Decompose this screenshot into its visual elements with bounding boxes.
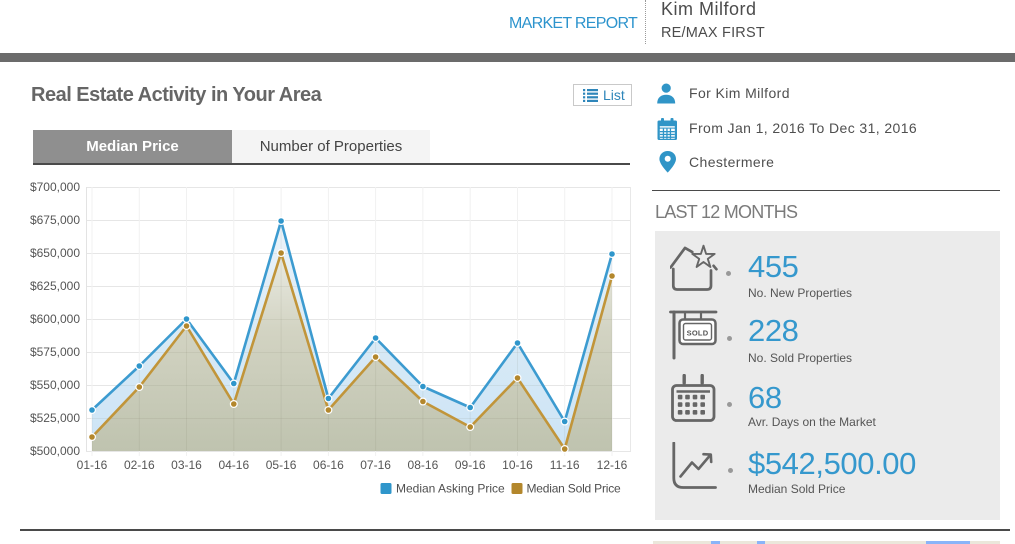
svg-text:12-16: 12-16 bbox=[597, 458, 628, 472]
svg-text:SOLD: SOLD bbox=[687, 329, 709, 338]
svg-text:03-16: 03-16 bbox=[171, 458, 202, 472]
svg-text:$550,000: $550,000 bbox=[30, 378, 80, 392]
svg-text:$575,000: $575,000 bbox=[30, 345, 80, 359]
svg-text:Median Sold Price: Median Sold Price bbox=[527, 482, 622, 496]
svg-text:08-16: 08-16 bbox=[408, 458, 439, 472]
svg-text:11-16: 11-16 bbox=[550, 458, 580, 472]
svg-text:$625,000: $625,000 bbox=[30, 279, 80, 293]
svg-text:07-16: 07-16 bbox=[360, 458, 391, 472]
svg-text:10-16: 10-16 bbox=[502, 458, 533, 472]
svg-text:$600,000: $600,000 bbox=[30, 312, 80, 326]
svg-text:01-16: 01-16 bbox=[77, 458, 108, 472]
svg-text:09-16: 09-16 bbox=[455, 458, 486, 472]
svg-text:$700,000: $700,000 bbox=[30, 180, 80, 194]
svg-text:06-16: 06-16 bbox=[313, 458, 344, 472]
svg-text:$525,000: $525,000 bbox=[30, 411, 80, 425]
svg-text:$675,000: $675,000 bbox=[30, 213, 80, 227]
svg-text:$500,000: $500,000 bbox=[30, 444, 80, 458]
svg-text:04-16: 04-16 bbox=[218, 458, 249, 472]
svg-text:05-16: 05-16 bbox=[266, 458, 297, 472]
svg-text:Median Asking Price: Median Asking Price bbox=[396, 482, 505, 496]
svg-text:02-16: 02-16 bbox=[124, 458, 155, 472]
svg-text:$650,000: $650,000 bbox=[30, 246, 80, 260]
